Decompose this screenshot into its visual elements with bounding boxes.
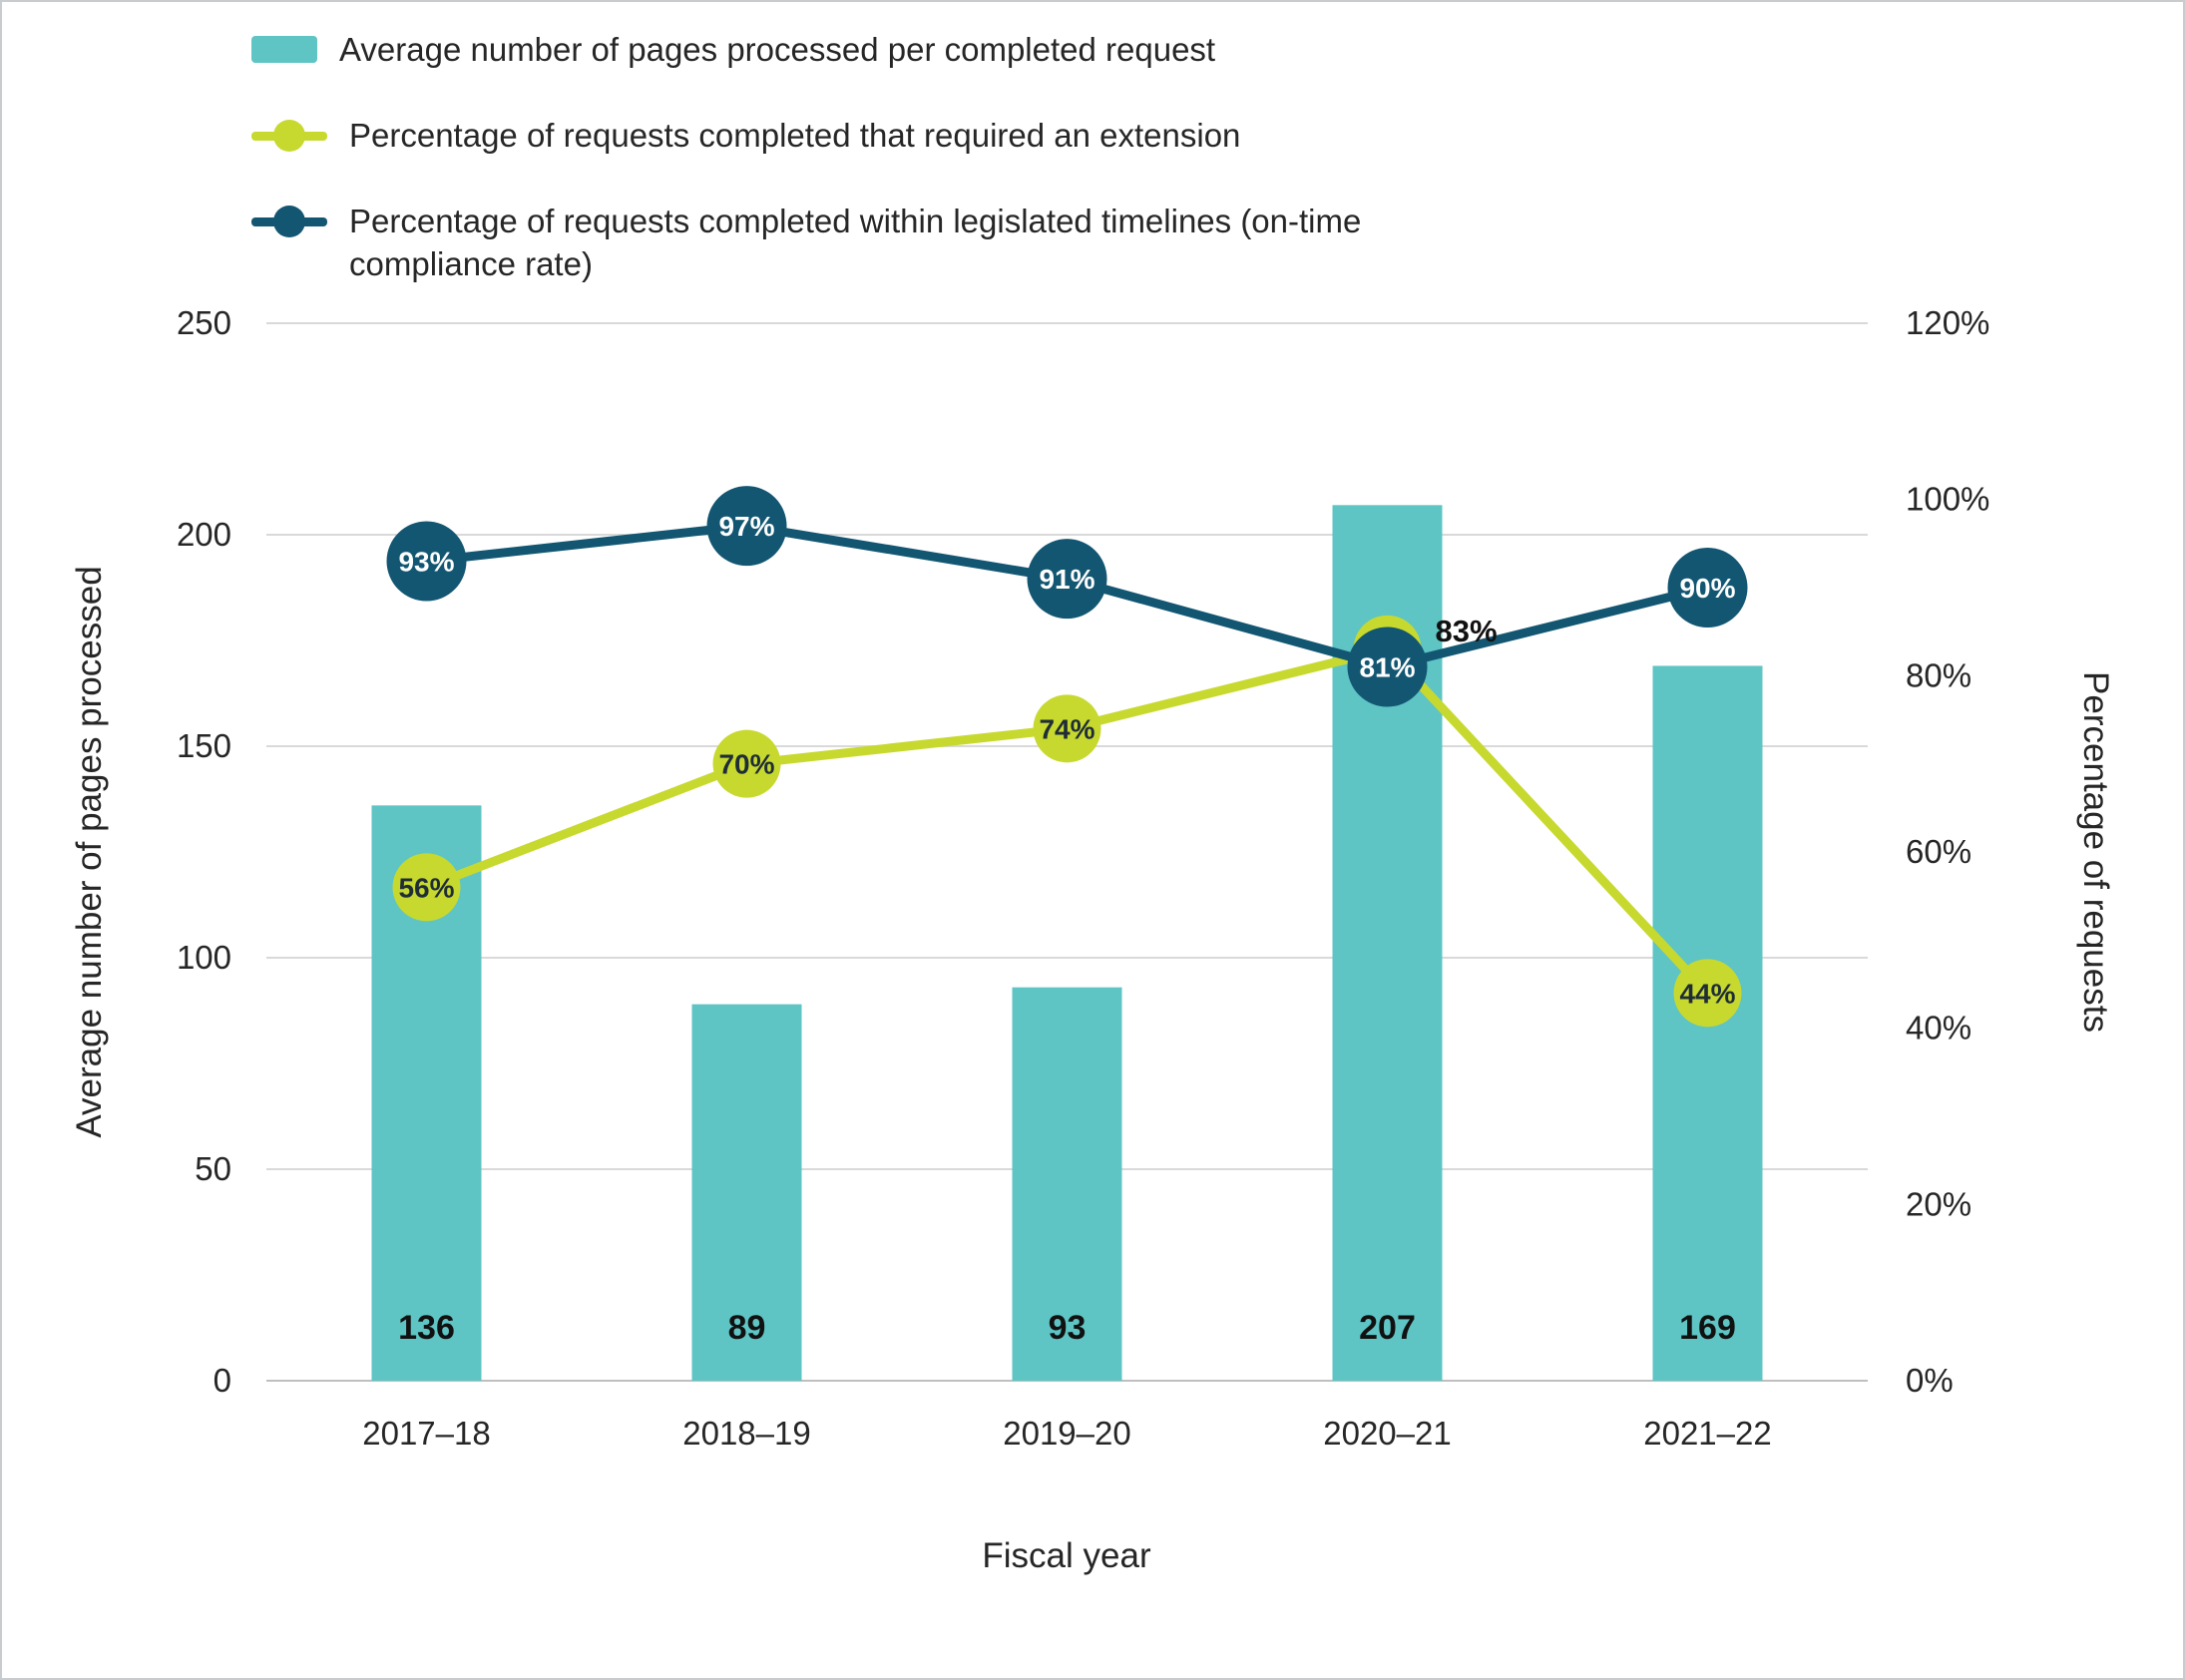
- x-axis-tick: 2019–20: [1003, 1415, 1130, 1452]
- compliance-line-icon: [251, 200, 327, 243]
- extension-marker-label: 74%: [1039, 713, 1094, 744]
- left-axis-tick: 100: [177, 939, 231, 976]
- bar-swatch-icon: [251, 36, 317, 63]
- compliance-marker-label: 97%: [718, 511, 774, 542]
- left-axis-tick: 50: [195, 1150, 231, 1187]
- compliance-marker-label: 81%: [1359, 652, 1415, 683]
- right-axis-tick: 60%: [1906, 833, 1971, 870]
- right-axis-tick: 100%: [1906, 481, 1989, 518]
- x-axis-tick: 2021–22: [1643, 1415, 1771, 1452]
- extension-line-icon: [251, 114, 327, 158]
- compliance-marker: [386, 521, 467, 602]
- compliance-marker: [706, 486, 787, 567]
- legend-label-extension: Percentage of requests completed that re…: [349, 116, 1241, 154]
- compliance-marker-label: 90%: [1679, 573, 1735, 604]
- extension-marker: [392, 853, 461, 922]
- extension-marker: [712, 729, 781, 798]
- extension-marker-label: 70%: [718, 749, 774, 780]
- extension-marker: [1673, 959, 1742, 1028]
- legend-item-pages: Average number of pages processed per co…: [251, 28, 1467, 72]
- x-axis-tick: 2018–19: [682, 1415, 810, 1452]
- right-axis-tick: 120%: [1906, 304, 1989, 341]
- extension-marker: [1033, 694, 1101, 763]
- left-axis-title: Average number of pages processed: [70, 566, 109, 1138]
- right-axis-tick: 20%: [1906, 1185, 1971, 1222]
- bar-value-label: 89: [728, 1309, 766, 1347]
- x-axis-tick: 2017–18: [362, 1415, 490, 1452]
- bar: [1012, 987, 1122, 1381]
- x-axis-title: Fiscal year: [982, 1536, 1151, 1575]
- bar-value-label: 207: [1359, 1309, 1416, 1347]
- right-axis-tick: 0%: [1906, 1362, 1954, 1399]
- right-axis-title: Percentage of requests: [2076, 671, 2115, 1033]
- legend-label-compliance: Percentage of requests completed within …: [349, 202, 1362, 283]
- extension-marker-label: 44%: [1679, 978, 1735, 1009]
- left-axis-tick: 200: [177, 516, 231, 553]
- right-axis-tick: 80%: [1906, 656, 1971, 693]
- legend-item-compliance: Percentage of requests completed within …: [251, 200, 1467, 286]
- legend-label-pages: Average number of pages processed per co…: [339, 31, 1216, 68]
- right-axis-tick: 40%: [1906, 1010, 1971, 1047]
- compliance-marker-label: 93%: [398, 547, 454, 578]
- compliance-marker: [1667, 548, 1748, 628]
- left-axis-tick: 150: [177, 727, 231, 764]
- x-axis-tick: 2020–21: [1323, 1415, 1451, 1452]
- bar-value-label: 136: [398, 1309, 455, 1347]
- legend: Average number of pages processed per co…: [251, 28, 1467, 286]
- left-axis-tick: 250: [177, 304, 231, 341]
- compliance-marker: [1347, 627, 1428, 707]
- bar: [691, 1004, 802, 1381]
- left-axis-tick: 0: [214, 1362, 231, 1399]
- compliance-marker: [1027, 539, 1107, 620]
- compliance-marker-label: 91%: [1039, 564, 1094, 595]
- bar-value-label: 93: [1049, 1309, 1087, 1347]
- extension-marker-label: 56%: [398, 872, 454, 903]
- outside-marker-label: 83%: [1436, 614, 1498, 648]
- bar-value-label: 169: [1679, 1309, 1736, 1347]
- legend-item-extension: Percentage of requests completed that re…: [251, 114, 1467, 158]
